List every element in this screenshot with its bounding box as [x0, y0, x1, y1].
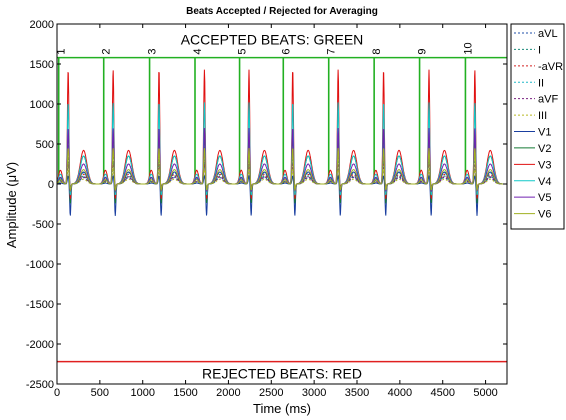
- beat-number: 2: [101, 48, 113, 54]
- x-tick-label: 5000: [473, 387, 497, 399]
- legend-label: aVL: [538, 28, 558, 40]
- y-tick-label: 500: [36, 139, 54, 151]
- y-tick-label: -1000: [26, 259, 54, 271]
- legend-box: [510, 23, 565, 230]
- legend-label: V3: [538, 159, 551, 171]
- y-tick-label: 2000: [30, 19, 54, 31]
- y-tick-label: -500: [32, 219, 54, 231]
- beat-number: 4: [192, 48, 204, 54]
- legend-label: V4: [538, 176, 551, 188]
- beat-number: 10: [462, 42, 474, 54]
- y-tick-label: -2000: [26, 339, 54, 351]
- legend: aVL I -aVR II aVF III V1 V2 V3 V4 V5 V6: [510, 23, 565, 230]
- beat-number: 1: [56, 48, 68, 54]
- legend-label: V6: [538, 209, 551, 221]
- plot-background: [57, 24, 507, 384]
- plot-area: 1 2 3 4 5 6 7 8 9 10 ACCEPTED BEATS: GREEN REJECTED…: [56, 23, 508, 385]
- series-line-v6: [57, 147, 507, 192]
- x-tick-label: 2000: [216, 387, 240, 399]
- legend-label: -aVR: [538, 61, 563, 73]
- legend-label: V1: [538, 127, 551, 139]
- chart-title: Beats Accepted / Rejected for Averaging: [186, 6, 378, 17]
- beat-number: 3: [147, 48, 159, 54]
- legend-label: V2: [538, 143, 551, 155]
- y-tick-label: 0: [48, 179, 54, 191]
- rejected-annotation: REJECTED BEATS: RED: [202, 366, 362, 382]
- y-tick-label: -2500: [26, 379, 54, 391]
- axis-ticks: 0 500 1000 1500 2000 2500 3000 3500 4000 4500 5000…: [26, 19, 507, 399]
- x-tick-label: 3000: [302, 387, 326, 399]
- beat-number: 7: [326, 48, 338, 54]
- legend-label: I: [538, 44, 541, 56]
- y-tick-label: 1000: [30, 99, 54, 111]
- beat-number: 5: [237, 48, 249, 54]
- x-tick-label: 3500: [345, 387, 369, 399]
- beat-number: 8: [371, 48, 383, 54]
- legend-label: aVF: [538, 94, 558, 106]
- legend-label: II: [538, 77, 544, 89]
- legend-label: V5: [538, 192, 551, 204]
- x-tick-label: 2500: [259, 387, 283, 399]
- y-tick-label: 1500: [30, 59, 54, 71]
- x-tick-label: 1500: [173, 387, 197, 399]
- y-axis-label: Amplitude (μV): [4, 162, 19, 248]
- beat-number: 9: [417, 48, 429, 54]
- x-tick-label: 500: [91, 387, 109, 399]
- x-axis-label: Time (ms): [253, 401, 311, 416]
- y-tick-label: -1500: [26, 299, 54, 311]
- x-tick-label: 4500: [430, 387, 454, 399]
- legend-label: III: [538, 110, 547, 122]
- beat-number: 6: [280, 48, 292, 54]
- accepted-annotation: ACCEPTED BEATS: GREEN: [181, 32, 364, 48]
- x-tick-label: 4000: [388, 387, 412, 399]
- axes-frame: [56, 23, 508, 385]
- x-tick-label: 1000: [130, 387, 154, 399]
- x-tick-label: 0: [54, 387, 60, 399]
